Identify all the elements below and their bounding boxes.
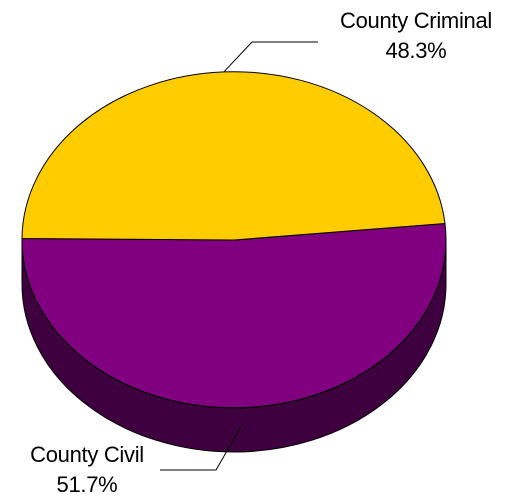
slice-county-civil xyxy=(21,222,447,409)
slice-percent-county-criminal: 48.3% xyxy=(385,38,447,63)
slice-name-county-criminal: County Criminal xyxy=(340,8,492,33)
leader-line-county-criminal xyxy=(223,41,318,73)
leader-line-county-civil xyxy=(160,425,242,471)
data-label-county-civil: County Civil 51.7% xyxy=(2,440,172,500)
slice-name-county-civil: County Civil xyxy=(30,442,144,467)
slice-county-criminal xyxy=(21,71,446,241)
slice-percent-county-civil: 51.7% xyxy=(56,472,118,497)
data-label-county-criminal: County Criminal 48.3% xyxy=(318,6,514,66)
